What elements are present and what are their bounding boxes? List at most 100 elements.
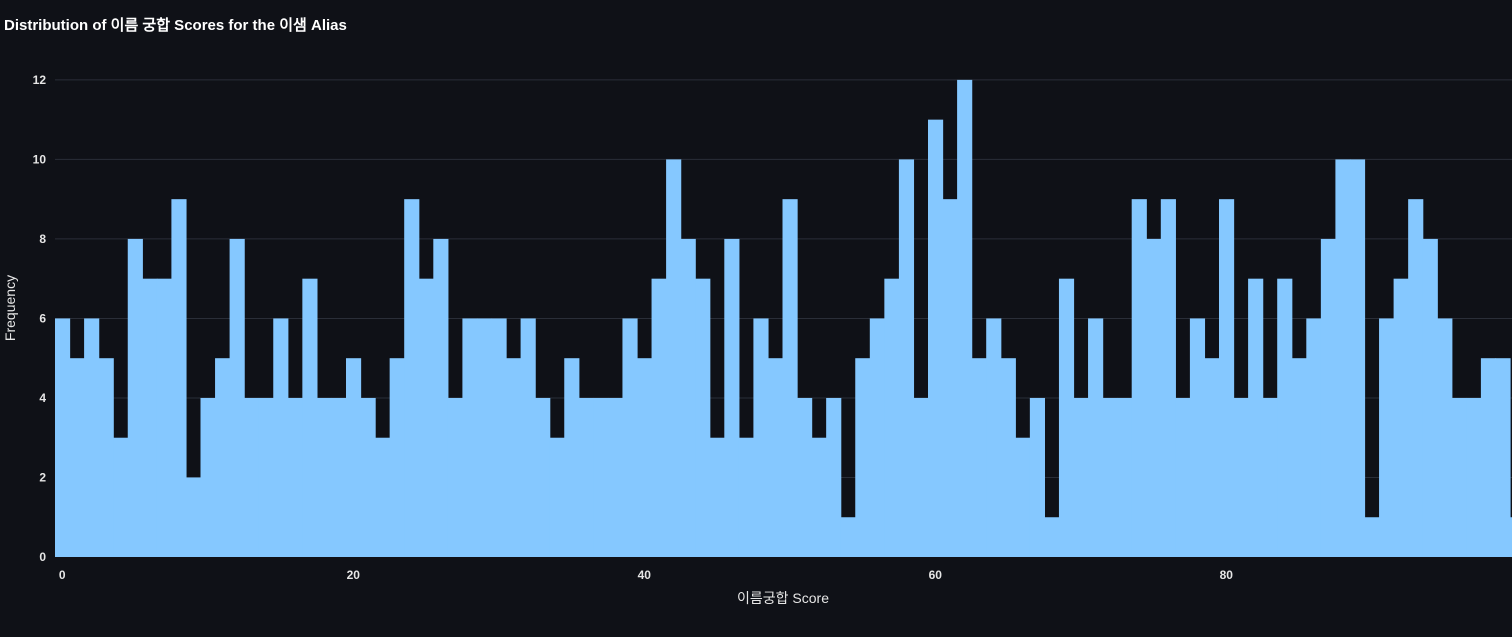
histogram-bar (375, 438, 390, 557)
x-tick-label: 0 (59, 568, 66, 582)
histogram-bar (142, 279, 157, 557)
histogram-bar (1219, 199, 1234, 557)
histogram-bar (753, 318, 768, 557)
histogram-bar (433, 239, 448, 557)
histogram-bar (201, 398, 216, 557)
histogram-bar (215, 358, 230, 557)
histogram-bar (739, 438, 754, 557)
histogram-bar (259, 398, 274, 557)
histogram-bar (1117, 398, 1132, 557)
histogram-bar (797, 398, 812, 557)
histogram-bar (550, 438, 565, 557)
histogram-bar (1059, 279, 1074, 557)
histogram-bar (1044, 517, 1059, 557)
histogram-bar (157, 279, 172, 557)
histogram-bar (230, 239, 245, 557)
histogram-bar (1103, 398, 1118, 557)
histogram-bar (1088, 318, 1103, 557)
y-tick-label: 12 (33, 73, 47, 87)
histogram-bar (637, 358, 652, 557)
histogram-bar (1132, 199, 1147, 557)
y-tick-label: 2 (39, 470, 46, 484)
y-tick-labels: 0 2 4 6 8 10 12 (33, 73, 47, 564)
y-tick-label: 0 (39, 550, 46, 564)
histogram-bar (361, 398, 376, 557)
histogram-bar (1146, 239, 1161, 557)
histogram-bar (346, 358, 361, 557)
histogram-bar (1495, 358, 1510, 557)
histogram-bar (1350, 159, 1365, 557)
histogram-bar (608, 398, 623, 557)
histogram-bar (1481, 358, 1496, 557)
x-tick-label: 60 (929, 568, 943, 582)
histogram-bar (695, 279, 710, 557)
histogram-bar (390, 358, 405, 557)
histogram-bar (535, 398, 550, 557)
histogram-bar (783, 199, 798, 557)
histogram-bar (1466, 398, 1481, 557)
histogram-bar (521, 318, 536, 557)
histogram-bar (99, 358, 114, 557)
histogram-bar (870, 318, 885, 557)
y-tick-label: 4 (39, 391, 46, 405)
histogram-bar (1030, 398, 1045, 557)
histogram-bar (579, 398, 594, 557)
histogram-bar (1277, 279, 1292, 557)
x-tick-label: 40 (638, 568, 652, 582)
y-tick-label: 10 (33, 152, 47, 166)
histogram-bar (812, 438, 827, 557)
histogram-bar (855, 358, 870, 557)
histogram-bar (1204, 358, 1219, 557)
histogram-bar (55, 318, 70, 557)
histogram-bar (666, 159, 681, 557)
histogram-bar (84, 318, 99, 557)
histogram-bar (564, 358, 579, 557)
x-tick-label: 20 (347, 568, 361, 582)
histogram-bar (419, 279, 434, 557)
histogram-bar (593, 398, 608, 557)
histogram-bar (957, 80, 972, 557)
histogram-bar (1161, 199, 1176, 557)
histogram-bar (244, 398, 259, 557)
histogram-bar (913, 398, 928, 557)
histogram-bar (448, 398, 463, 557)
histogram-bar (288, 398, 303, 557)
histogram-bar (1292, 358, 1307, 557)
histogram-bar (768, 358, 783, 557)
histogram-bar (113, 438, 128, 557)
histogram-bar (317, 398, 332, 557)
histogram-bar (928, 120, 943, 557)
histogram-bar (462, 318, 477, 557)
histogram-bar (1015, 438, 1030, 557)
histogram-bar (1408, 199, 1423, 557)
histogram-bar (899, 159, 914, 557)
x-tick-labels: 0 20 40 60 80 (59, 568, 1233, 582)
histogram-bar (171, 199, 186, 557)
y-axis-label: Frequency (2, 275, 18, 341)
histogram-bar (652, 279, 667, 557)
histogram-bar (404, 199, 419, 557)
histogram-bar (1394, 279, 1409, 557)
y-tick-label: 6 (39, 311, 46, 325)
histogram-bar (972, 358, 987, 557)
histogram-bar (724, 239, 739, 557)
histogram-bar (273, 318, 288, 557)
histogram-bar (986, 318, 1001, 557)
histogram-bar (1234, 398, 1249, 557)
y-tick-label: 8 (39, 232, 46, 246)
histogram-bar (1423, 239, 1438, 557)
histogram-bar (70, 358, 85, 557)
histogram-bar (1335, 159, 1350, 557)
histogram-bar (302, 279, 317, 557)
histogram-bar (1263, 398, 1278, 557)
histogram-bar (331, 398, 346, 557)
histogram-bar (1001, 358, 1016, 557)
histogram-bar (1175, 398, 1190, 557)
histogram-bar (1074, 398, 1089, 557)
histogram-bar (1365, 517, 1380, 557)
histogram-bar (826, 398, 841, 557)
histogram-bar (1452, 398, 1467, 557)
x-tick-label: 80 (1220, 568, 1234, 582)
histogram-bar (710, 438, 725, 557)
